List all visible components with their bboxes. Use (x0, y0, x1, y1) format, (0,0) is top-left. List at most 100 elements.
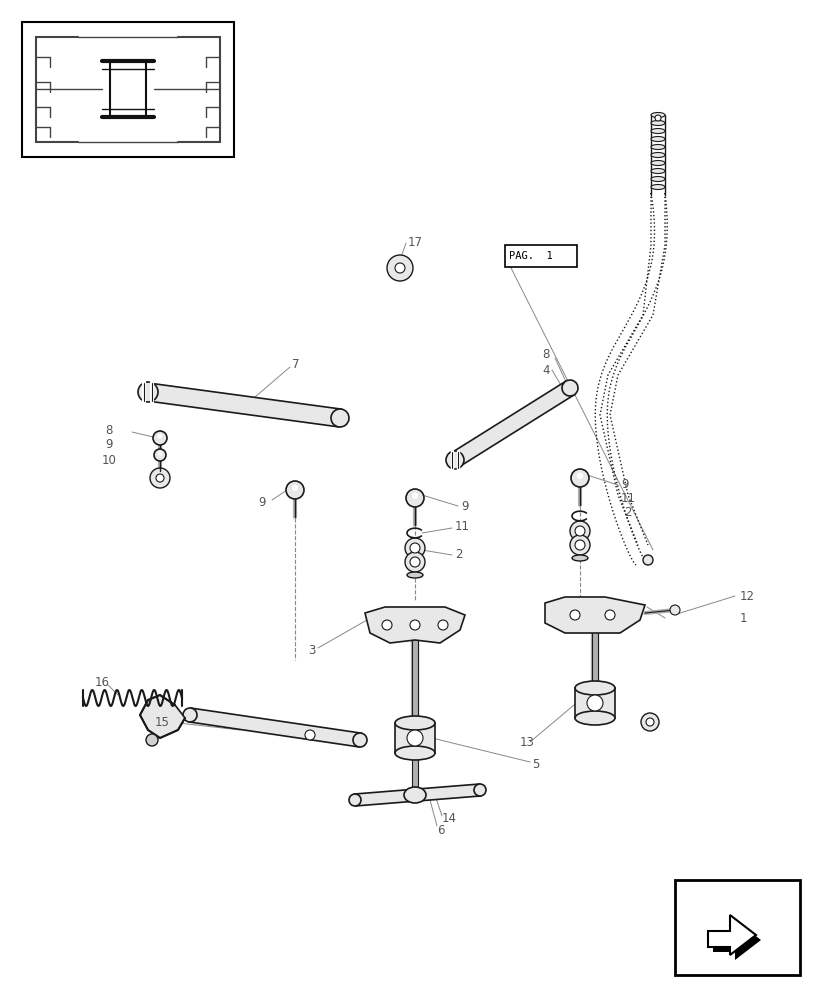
Polygon shape (712, 920, 760, 960)
Circle shape (437, 620, 447, 630)
Circle shape (291, 485, 298, 491)
Circle shape (569, 521, 590, 541)
Circle shape (409, 620, 419, 630)
Polygon shape (146, 383, 341, 427)
Text: 10: 10 (102, 454, 117, 468)
Ellipse shape (574, 681, 614, 695)
Circle shape (404, 538, 424, 558)
Ellipse shape (650, 168, 664, 174)
Ellipse shape (650, 144, 664, 149)
Text: 6: 6 (437, 824, 444, 836)
Ellipse shape (650, 112, 664, 117)
Circle shape (407, 730, 423, 746)
Text: 7: 7 (292, 359, 299, 371)
Ellipse shape (404, 787, 425, 803)
Circle shape (576, 473, 582, 479)
Polygon shape (544, 597, 644, 633)
Text: 11: 11 (620, 491, 635, 504)
Text: 9: 9 (620, 478, 628, 490)
Ellipse shape (331, 409, 348, 427)
Polygon shape (365, 607, 465, 643)
Ellipse shape (650, 120, 664, 125)
Text: 9: 9 (105, 438, 112, 452)
Bar (674, 880, 799, 975)
Text: 11: 11 (455, 520, 470, 534)
Circle shape (386, 255, 413, 281)
Ellipse shape (571, 555, 587, 561)
Text: 2: 2 (624, 506, 631, 518)
Circle shape (285, 481, 304, 499)
Ellipse shape (650, 184, 664, 190)
Circle shape (409, 543, 419, 553)
Text: 9: 9 (461, 499, 468, 512)
Ellipse shape (447, 452, 462, 468)
Bar (574, 688, 614, 718)
Text: 15: 15 (155, 716, 170, 728)
Text: 4: 4 (542, 363, 549, 376)
Text: 3: 3 (308, 644, 315, 656)
Bar (504, 245, 576, 267)
Circle shape (158, 451, 162, 456)
Ellipse shape (352, 733, 366, 747)
Polygon shape (189, 708, 361, 747)
Circle shape (645, 718, 653, 726)
Circle shape (669, 605, 679, 615)
Bar (394, 723, 434, 753)
Circle shape (404, 552, 424, 572)
Circle shape (654, 115, 660, 121)
Text: 14: 14 (442, 812, 457, 824)
Circle shape (640, 713, 658, 731)
Ellipse shape (473, 784, 485, 796)
Circle shape (155, 474, 164, 482)
Circle shape (571, 469, 588, 487)
Circle shape (643, 555, 653, 565)
Circle shape (394, 263, 404, 273)
Text: 16: 16 (95, 676, 110, 690)
Text: 8: 8 (105, 424, 112, 436)
Ellipse shape (650, 176, 664, 182)
Text: PAG.  1: PAG. 1 (509, 251, 552, 261)
Circle shape (381, 620, 391, 630)
Ellipse shape (138, 382, 158, 402)
Circle shape (574, 540, 585, 550)
Ellipse shape (394, 716, 434, 730)
Text: 17: 17 (408, 235, 423, 248)
Text: 1: 1 (739, 611, 747, 624)
Circle shape (146, 734, 158, 746)
Circle shape (569, 535, 590, 555)
Text: 2: 2 (455, 548, 462, 562)
Polygon shape (140, 695, 184, 738)
Ellipse shape (562, 380, 577, 396)
Ellipse shape (650, 160, 664, 165)
Ellipse shape (139, 383, 157, 401)
Ellipse shape (407, 572, 423, 578)
Circle shape (569, 610, 579, 620)
Circle shape (409, 557, 419, 567)
Ellipse shape (574, 711, 614, 725)
Circle shape (586, 695, 602, 711)
Polygon shape (354, 784, 480, 806)
Ellipse shape (650, 152, 664, 157)
Polygon shape (707, 915, 755, 955)
Ellipse shape (650, 136, 664, 141)
Ellipse shape (183, 708, 197, 722)
Ellipse shape (446, 451, 463, 469)
Text: 9: 9 (258, 495, 265, 508)
Ellipse shape (394, 746, 434, 760)
Ellipse shape (650, 128, 664, 133)
Bar (22, 22, 234, 157)
Circle shape (574, 526, 585, 536)
Circle shape (153, 431, 167, 445)
Circle shape (150, 468, 170, 488)
Circle shape (304, 730, 314, 740)
Circle shape (405, 489, 423, 507)
Circle shape (411, 493, 418, 499)
Polygon shape (450, 381, 574, 467)
Ellipse shape (348, 794, 361, 806)
Circle shape (154, 449, 165, 461)
Text: 12: 12 (739, 589, 754, 602)
Circle shape (157, 434, 162, 439)
Circle shape (605, 610, 614, 620)
Text: 8: 8 (542, 349, 548, 361)
Text: 13: 13 (519, 736, 534, 748)
